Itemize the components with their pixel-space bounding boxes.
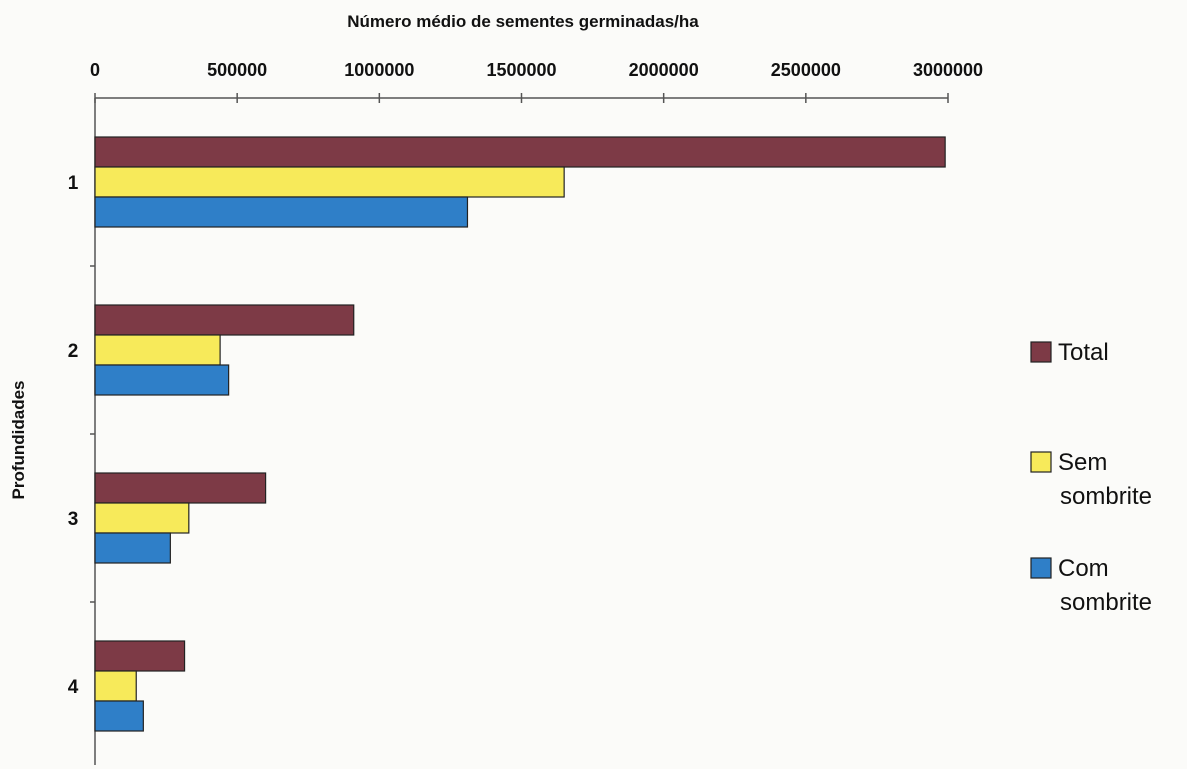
x-axis-title: Número médio de sementes germinadas/ha: [347, 12, 699, 31]
bar: [94, 196, 469, 228]
legend-label: Com: [1058, 555, 1109, 582]
legend-label: Total: [1058, 339, 1109, 366]
y-axis-title: Profundidades: [9, 380, 28, 499]
category-label: 3: [68, 509, 79, 530]
legend-swatch: [1030, 557, 1052, 579]
legend-label-line2: sombrite: [1060, 483, 1152, 510]
x-tick-label: 2000000: [629, 60, 699, 80]
category-label: 1: [68, 173, 79, 194]
x-tick-label: 500000: [207, 60, 267, 80]
x-tick-label: 0: [90, 60, 100, 80]
bar: [94, 700, 144, 732]
legend-label: Sem: [1058, 449, 1107, 476]
bar: [94, 640, 186, 672]
category-label: 4: [68, 677, 79, 698]
legend-swatch: [1030, 451, 1052, 473]
legend-swatch: [1030, 341, 1052, 363]
x-tick-label: 3000000: [913, 60, 983, 80]
bar: [94, 670, 137, 702]
bar: [94, 304, 355, 336]
bar: [94, 364, 230, 396]
x-tick-label: 1500000: [486, 60, 556, 80]
category-label: 2: [68, 341, 79, 362]
legend-label-line2: sombrite: [1060, 589, 1152, 616]
legend: Total Sem sombrite Com sombrite: [1030, 339, 1152, 616]
x-tick-label: 1000000: [344, 60, 414, 80]
x-tick-label: 2500000: [771, 60, 841, 80]
bar: [94, 136, 946, 168]
bar: [94, 334, 221, 366]
bar: [94, 166, 565, 198]
bar: [94, 472, 267, 504]
bar: [94, 532, 171, 564]
bar: [94, 502, 190, 534]
bars: [94, 136, 946, 732]
axes: 0 500000 1000000 1500000 2000000 2500000 30000…: [68, 60, 983, 765]
